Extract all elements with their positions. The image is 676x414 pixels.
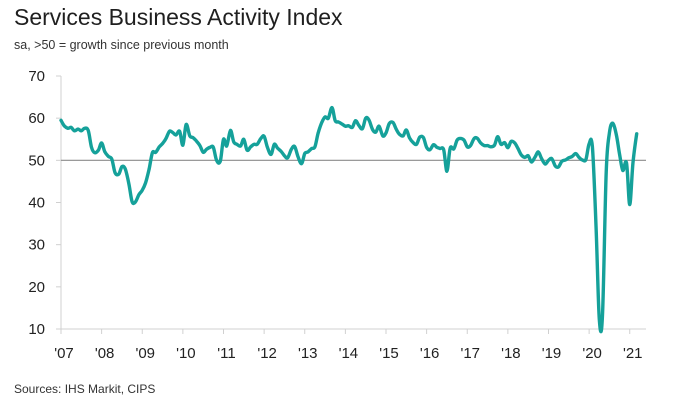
y-tick-label: 20 <box>28 279 45 296</box>
chart-title: Services Business Activity Index <box>14 4 343 30</box>
x-tick-label: '21 <box>623 345 643 362</box>
x-tick-label: '13 <box>298 345 318 362</box>
y-tick-label: 40 <box>28 195 45 212</box>
y-tick-label: 50 <box>28 152 45 169</box>
x-tick-label: '07 <box>54 345 74 362</box>
x-tick-label: '17 <box>460 345 480 362</box>
series-group <box>59 105 639 334</box>
y-tick-label: 30 <box>28 237 45 254</box>
y-tick-label: 10 <box>28 321 45 338</box>
x-tick-label: '12 <box>257 345 277 362</box>
series-line <box>59 105 639 334</box>
y-axis: 10 20 30 40 50 60 70 <box>28 68 62 338</box>
x-tick-label: '09 <box>135 345 155 362</box>
chart-subtitle: sa, >50 = growth since previous month <box>14 38 229 52</box>
x-tick-label: '15 <box>379 345 399 362</box>
x-tick-label: '08 <box>95 345 115 362</box>
y-tick-label: 70 <box>28 68 45 85</box>
x-axis: '07 '08 '09 '10 '11 '12 '13 '14 '15 '16 '17 '18 '19 '… <box>54 328 646 362</box>
x-tick-label: '19 <box>542 345 562 362</box>
x-tick-label: '14 <box>339 345 359 362</box>
y-tick-label: 60 <box>28 110 45 127</box>
x-tick-label: '10 <box>176 345 196 362</box>
x-tick-label: '20 <box>582 345 602 362</box>
x-tick-label: '18 <box>501 345 521 362</box>
source-note: Sources: IHS Markit, CIPS <box>14 382 156 396</box>
x-tick-label: '11 <box>217 345 235 362</box>
x-tick-label: '16 <box>420 345 440 362</box>
